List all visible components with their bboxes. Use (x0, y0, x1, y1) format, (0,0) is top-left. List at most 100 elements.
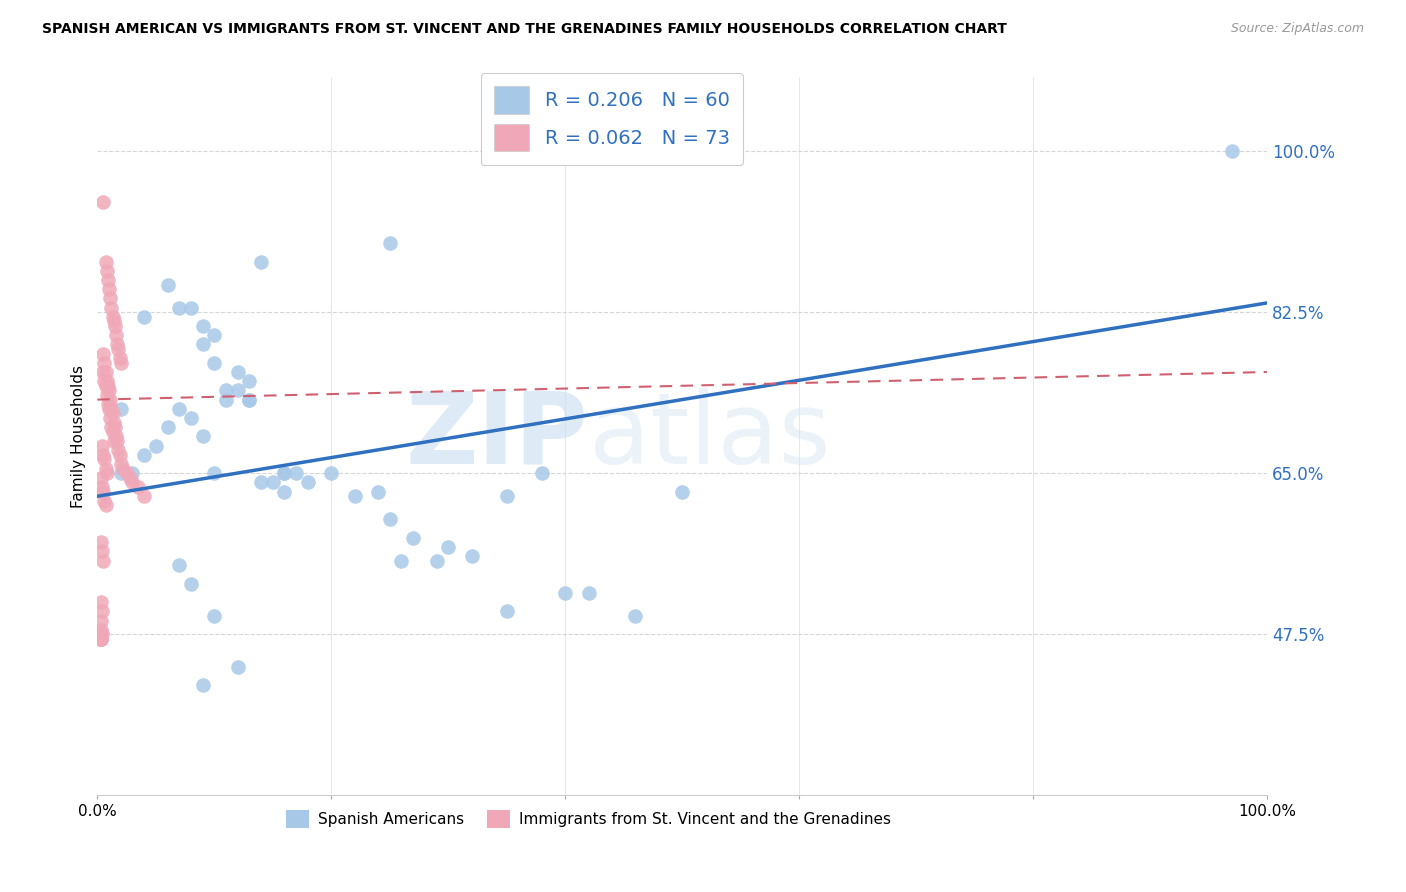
Point (98, 291, 121, 305)
Point (90, 595, 112, 609)
Point (91, 480, 114, 494)
Point (202, 467, 225, 481)
Point (93, 374, 115, 388)
Point (96, 467, 118, 481)
Point (98, 411, 121, 425)
Point (91, 448, 114, 462)
Point (167, 301, 190, 315)
Point (98, 282, 121, 296)
Point (97, 273, 120, 287)
Point (98, 384, 121, 398)
Point (215, 392, 238, 407)
Point (167, 401, 190, 416)
Point (91, 604, 114, 618)
Point (115, 467, 138, 481)
Point (101, 406, 124, 420)
Point (94, 379, 117, 393)
Point (378, 512, 401, 526)
Point (180, 576, 202, 591)
Point (134, 310, 156, 324)
Point (250, 475, 273, 490)
Point (110, 467, 132, 481)
Point (191, 318, 214, 333)
Point (554, 586, 576, 600)
Point (90, 627, 112, 641)
Point (91, 365, 114, 379)
Point (110, 401, 132, 416)
Point (238, 392, 260, 407)
Text: SPANISH AMERICAN VS IMMIGRANTS FROM ST. VINCENT AND THE GRENADINES FAMILY HOUSEH: SPANISH AMERICAN VS IMMIGRANTS FROM ST. … (42, 22, 1007, 37)
Point (297, 475, 319, 490)
Point (121, 467, 143, 481)
Point (103, 416, 125, 430)
Point (285, 467, 308, 481)
Point (105, 434, 128, 448)
Point (108, 351, 131, 366)
Point (378, 236, 401, 251)
Point (495, 489, 517, 503)
Point (104, 420, 127, 434)
Point (101, 425, 124, 439)
Point (120, 471, 142, 485)
Point (156, 277, 179, 292)
Point (238, 392, 260, 407)
Point (273, 484, 295, 499)
Point (93, 356, 115, 370)
Text: atlas: atlas (589, 388, 830, 485)
Point (402, 531, 425, 545)
Point (93, 493, 115, 508)
Point (103, 314, 125, 328)
Point (226, 384, 249, 398)
Point (90, 535, 112, 549)
Point (90, 632, 112, 646)
Point (90, 632, 112, 646)
Point (127, 480, 149, 494)
Point (460, 549, 482, 563)
Point (191, 678, 214, 692)
Point (226, 659, 249, 673)
Point (101, 310, 124, 324)
Point (191, 337, 214, 351)
Point (425, 554, 447, 568)
Point (1220, 144, 1243, 158)
Point (343, 489, 366, 503)
Point (90, 614, 112, 628)
Point (112, 461, 135, 475)
Point (495, 604, 517, 618)
Point (94, 499, 117, 513)
Point (91, 346, 114, 360)
Point (91, 554, 114, 568)
Point (105, 429, 128, 443)
Point (180, 301, 202, 315)
Point (96, 388, 118, 402)
Point (96, 374, 118, 388)
Point (91, 484, 114, 499)
Y-axis label: Family Households: Family Households (72, 365, 86, 508)
Point (202, 328, 225, 343)
Point (250, 254, 273, 268)
Point (671, 484, 693, 499)
Point (156, 420, 179, 434)
Point (90, 623, 112, 637)
Point (145, 439, 167, 453)
Point (103, 434, 125, 448)
Point (437, 540, 460, 554)
Point (93, 452, 115, 467)
Point (108, 448, 131, 462)
Point (94, 365, 117, 379)
Point (105, 337, 128, 351)
Point (91, 544, 114, 558)
Point (202, 608, 225, 623)
Point (578, 586, 600, 600)
Text: Source: ZipAtlas.com: Source: ZipAtlas.com (1230, 22, 1364, 36)
Point (391, 554, 413, 568)
Point (530, 467, 553, 481)
Point (167, 558, 190, 573)
Point (100, 401, 122, 416)
Point (105, 328, 128, 343)
Point (121, 475, 143, 490)
Point (94, 254, 117, 268)
Point (134, 448, 156, 462)
Point (89, 627, 111, 641)
Point (91, 627, 114, 641)
